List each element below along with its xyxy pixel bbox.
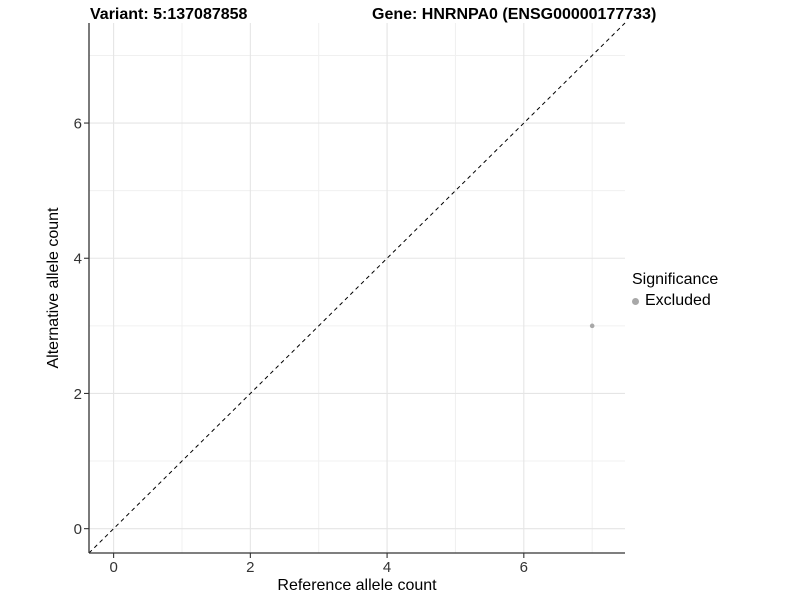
x-tick-label-2: 2 (246, 559, 254, 576)
y-tick-label-0: 0 (74, 521, 82, 538)
legend-point-icon (632, 297, 639, 305)
y-tick-label-6: 6 (74, 115, 82, 132)
x-tick-label-4: 4 (383, 559, 391, 576)
legend-title: Significance (632, 271, 719, 288)
x-axis-title: Reference allele count (277, 577, 437, 594)
y-tick-label-4: 4 (74, 251, 82, 268)
plot-title-variant: Variant: 5:137087858 (90, 6, 248, 23)
plot-title-gene: Gene: HNRNPA0 (ENSG00000177733) (372, 6, 657, 23)
legend-item-excluded: Excluded (632, 292, 718, 310)
y-tick-label-2: 2 (74, 386, 82, 403)
x-tick-label-0: 0 (109, 559, 117, 576)
y-axis-title: Alternative allele count (45, 207, 62, 369)
data-point-excluded (589, 323, 595, 329)
identity-line (88, 22, 626, 554)
legend-item-label: Excluded (645, 292, 711, 309)
legend: Significance Excluded (632, 271, 718, 310)
x-tick-label-6: 6 (520, 559, 528, 576)
